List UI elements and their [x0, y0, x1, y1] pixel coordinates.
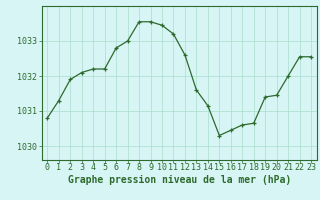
X-axis label: Graphe pression niveau de la mer (hPa): Graphe pression niveau de la mer (hPa) [68, 175, 291, 185]
